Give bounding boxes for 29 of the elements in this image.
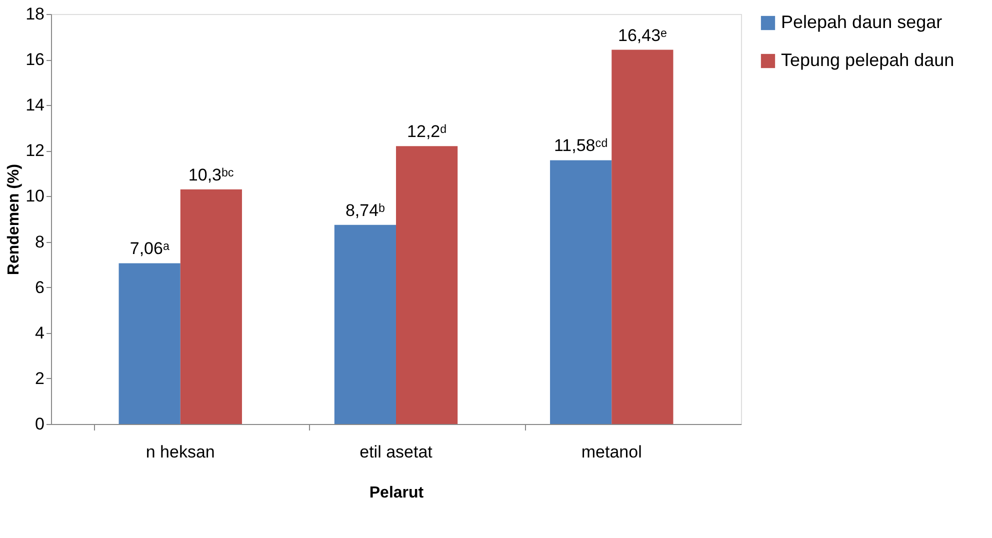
y-tick-label: 2 (35, 368, 44, 388)
y-tick-label: 0 (35, 414, 44, 434)
legend-label: Pelepah daun segar (781, 12, 942, 32)
bar (118, 263, 180, 424)
bar (180, 189, 242, 424)
y-tick-label: 6 (35, 278, 44, 297)
data-label: 7,06ᵃ (130, 239, 170, 258)
x-axis-title: Pelarut (369, 484, 424, 502)
data-label: 11,58ᶜᵈ (554, 136, 608, 156)
bar (334, 224, 396, 424)
bar (396, 146, 458, 424)
y-tick-label: 8 (35, 232, 44, 252)
data-label: 12,2ᵈ (407, 122, 447, 142)
y-tick-label: 4 (35, 323, 44, 342)
y-tick-label: 10 (26, 186, 44, 206)
data-label: 8,74ᵇ (345, 200, 385, 220)
legend-label: Tepung pelepah daun (781, 50, 954, 70)
y-axis-title: Rendemen (%) (6, 164, 23, 276)
data-label: 10,3ᵇᶜ (188, 165, 234, 184)
y-tick-label: 14 (26, 96, 44, 115)
y-tick-label: 16 (26, 50, 44, 70)
y-tick-label: 12 (26, 141, 44, 160)
y-tick-label: 18 (26, 4, 44, 24)
bar (612, 50, 674, 424)
data-label: 16,43ᵉ (618, 26, 667, 45)
x-tick-label: metanol (581, 442, 642, 462)
x-tick-label: n heksan (146, 442, 215, 462)
x-tick-label: etil asetat (360, 442, 433, 462)
bar (550, 160, 612, 424)
